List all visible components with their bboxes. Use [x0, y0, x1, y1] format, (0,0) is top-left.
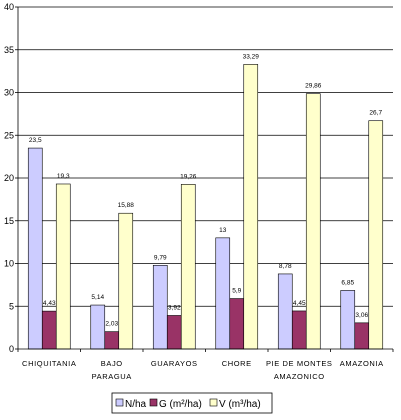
legend-swatch-3: [209, 398, 218, 407]
bar-3: [243, 64, 259, 350]
data-label: 33,29: [243, 53, 260, 60]
y-tick-label: 25: [4, 130, 14, 140]
bar-2: [291, 310, 307, 350]
data-label: 19,26: [180, 173, 197, 180]
legend-label: V (m³/ha): [219, 399, 261, 410]
data-label: 6,85: [341, 279, 354, 286]
bar-2: [229, 298, 245, 350]
legend-swatch-2: [149, 398, 158, 407]
category-label: CHORE: [222, 359, 252, 368]
bar-2: [104, 331, 120, 350]
data-label: 29,86: [305, 83, 322, 90]
bar-3: [118, 212, 134, 350]
legend-box: [111, 392, 273, 414]
y-tick-label: 15: [4, 216, 14, 226]
bar-1: [90, 304, 106, 350]
data-label: 5,14: [91, 294, 104, 301]
y-tick-label: 35: [4, 45, 14, 55]
legend-label: G (m²/ha): [159, 399, 202, 410]
y-tick-label: 0: [9, 344, 14, 354]
data-label: 15,88: [118, 202, 135, 209]
data-label: 4,43: [43, 300, 56, 307]
data-label: 2,03: [105, 321, 118, 328]
bar-3: [368, 120, 384, 350]
x-axis: CHIQUITANIA BAJO PARAGUA GUARAYOS CHORE PIE D…: [17, 348, 394, 381]
data-label: 19,3: [57, 173, 70, 180]
y-axis: 0 5 10 15 20 25 30 35 40: [4, 2, 19, 354]
bar-1: [340, 290, 356, 350]
data-labels: 23,5 5,14 9,79 13 8,78 6,85 4,43 2,03 3,92 5,9 4,4…: [29, 53, 383, 327]
bar-2: [354, 322, 370, 350]
category-label: GUARAYOS: [151, 359, 198, 368]
data-label: 23,5: [29, 137, 42, 144]
bar-3: [305, 93, 321, 350]
bar-1: [215, 237, 231, 350]
data-label: 13: [219, 227, 227, 234]
legend-label: N/ha: [125, 399, 147, 410]
category-label: BAJO: [101, 359, 123, 368]
data-label: 9,79: [154, 254, 167, 261]
category-label: AMAZONICO: [274, 372, 325, 381]
gridlines: [18, 6, 393, 307]
bar-2: [166, 315, 182, 350]
bars: [27, 64, 384, 350]
data-label: 5,9: [232, 288, 241, 295]
bar-3: [180, 184, 196, 350]
legend-swatch-1: [115, 398, 124, 407]
bar-1: [27, 147, 43, 350]
bar-1: [152, 264, 168, 350]
data-label: 3,92: [168, 304, 181, 311]
legend: N/ha G (m²/ha) V (m³/ha): [111, 392, 273, 414]
category-label: PIE DE MONTES: [266, 359, 333, 368]
data-label: 4,45: [293, 300, 306, 307]
bar-2: [41, 310, 57, 350]
bar-3: [55, 183, 71, 350]
data-label: 3,06: [355, 312, 368, 319]
y-tick-label: 5: [9, 301, 14, 311]
data-label: 26,7: [369, 110, 382, 117]
y-tick-label: 30: [4, 88, 14, 98]
category-label: AMAZONIA: [340, 359, 384, 368]
y-tick-label: 10: [4, 259, 14, 269]
category-label: CHIQUITANIA: [22, 359, 76, 368]
y-tick-label: 40: [4, 2, 14, 12]
category-label: PARAGUA: [92, 372, 132, 381]
bar-1: [277, 273, 293, 350]
data-label: 8,78: [279, 263, 292, 270]
y-tick-label: 20: [4, 173, 14, 183]
